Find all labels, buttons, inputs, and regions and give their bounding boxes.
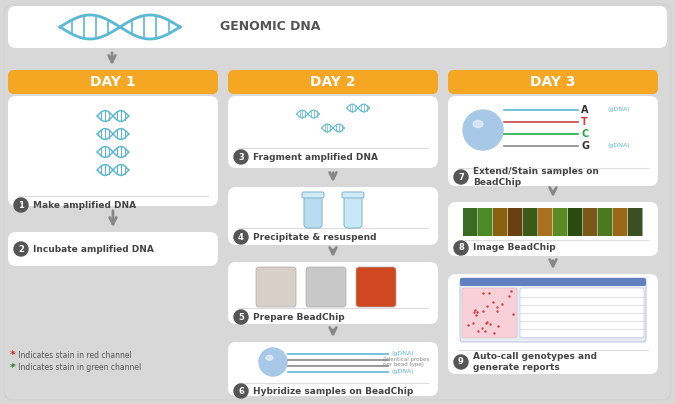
Text: Image BeadChip: Image BeadChip (473, 244, 556, 252)
Text: 5: 5 (238, 313, 244, 322)
Circle shape (454, 355, 468, 369)
Circle shape (234, 310, 248, 324)
FancyBboxPatch shape (228, 96, 438, 168)
Circle shape (259, 348, 287, 376)
Circle shape (14, 198, 28, 212)
Text: G: G (581, 141, 589, 151)
FancyBboxPatch shape (448, 202, 658, 256)
Text: * Indicates stain in green channel: * Indicates stain in green channel (12, 364, 141, 372)
FancyBboxPatch shape (463, 208, 477, 236)
Text: 1: 1 (18, 200, 24, 210)
FancyBboxPatch shape (342, 192, 364, 198)
Text: (gDNA): (gDNA) (608, 107, 630, 112)
FancyBboxPatch shape (228, 70, 438, 94)
Text: Extend/Stain samples on
BeadChip: Extend/Stain samples on BeadChip (473, 167, 599, 187)
FancyBboxPatch shape (520, 288, 644, 338)
Circle shape (463, 110, 503, 150)
FancyBboxPatch shape (508, 208, 522, 236)
FancyBboxPatch shape (493, 208, 508, 236)
Ellipse shape (266, 356, 273, 360)
Circle shape (14, 242, 28, 256)
Text: 9: 9 (458, 358, 464, 366)
Text: 2: 2 (18, 244, 24, 253)
FancyBboxPatch shape (613, 208, 628, 236)
Text: Prepare BeadChip: Prepare BeadChip (253, 313, 345, 322)
Circle shape (454, 170, 468, 184)
Text: (gDNA): (gDNA) (391, 370, 414, 375)
Text: Auto-call genotypes and
generate reports: Auto-call genotypes and generate reports (473, 352, 597, 372)
Text: 7: 7 (458, 173, 464, 181)
Text: (gDNA): (gDNA) (391, 351, 414, 356)
FancyBboxPatch shape (228, 187, 438, 245)
FancyBboxPatch shape (448, 70, 658, 94)
Text: A: A (581, 105, 589, 115)
Text: 4: 4 (238, 232, 244, 242)
FancyBboxPatch shape (448, 96, 658, 186)
FancyBboxPatch shape (460, 278, 646, 286)
Text: Precipitate & resuspend: Precipitate & resuspend (253, 232, 377, 242)
FancyBboxPatch shape (583, 208, 597, 236)
Text: 8: 8 (458, 244, 464, 252)
FancyBboxPatch shape (538, 208, 553, 236)
Circle shape (234, 384, 248, 398)
Text: Fragment amplified DNA: Fragment amplified DNA (253, 152, 378, 162)
FancyBboxPatch shape (8, 6, 667, 48)
FancyBboxPatch shape (553, 208, 568, 236)
FancyBboxPatch shape (302, 192, 324, 198)
FancyBboxPatch shape (256, 267, 296, 307)
Text: (Identical probes
per bead type): (Identical probes per bead type) (383, 357, 429, 367)
Text: GENOMIC DNA: GENOMIC DNA (220, 21, 321, 34)
FancyBboxPatch shape (628, 208, 643, 236)
Circle shape (234, 150, 248, 164)
FancyBboxPatch shape (460, 278, 646, 342)
Text: * Indicates stain in red channel: * Indicates stain in red channel (12, 351, 132, 360)
Text: T: T (581, 117, 588, 127)
Text: 3: 3 (238, 152, 244, 162)
FancyBboxPatch shape (8, 232, 218, 266)
Circle shape (454, 241, 468, 255)
FancyBboxPatch shape (304, 196, 322, 228)
Text: *: * (10, 363, 15, 373)
FancyBboxPatch shape (8, 96, 218, 206)
Text: DAY 2: DAY 2 (310, 75, 356, 89)
Text: C: C (581, 129, 588, 139)
FancyBboxPatch shape (462, 288, 517, 338)
Text: *: * (10, 350, 15, 360)
Circle shape (234, 230, 248, 244)
Text: Hybridize samples on BeadChip: Hybridize samples on BeadChip (253, 387, 413, 396)
FancyBboxPatch shape (448, 274, 658, 374)
FancyBboxPatch shape (228, 342, 438, 396)
FancyBboxPatch shape (344, 196, 362, 228)
Text: DAY 1: DAY 1 (90, 75, 136, 89)
FancyBboxPatch shape (523, 208, 537, 236)
FancyBboxPatch shape (306, 267, 346, 307)
Text: (gDNA): (gDNA) (608, 143, 630, 149)
FancyBboxPatch shape (478, 208, 493, 236)
Text: 6: 6 (238, 387, 244, 396)
Text: Make amplified DNA: Make amplified DNA (33, 200, 136, 210)
Text: Incubate amplified DNA: Incubate amplified DNA (33, 244, 154, 253)
Ellipse shape (473, 120, 483, 128)
Text: DAY 3: DAY 3 (531, 75, 576, 89)
FancyBboxPatch shape (4, 4, 671, 400)
FancyBboxPatch shape (8, 70, 218, 94)
FancyBboxPatch shape (568, 208, 583, 236)
FancyBboxPatch shape (598, 208, 612, 236)
FancyBboxPatch shape (356, 267, 396, 307)
FancyBboxPatch shape (228, 262, 438, 324)
